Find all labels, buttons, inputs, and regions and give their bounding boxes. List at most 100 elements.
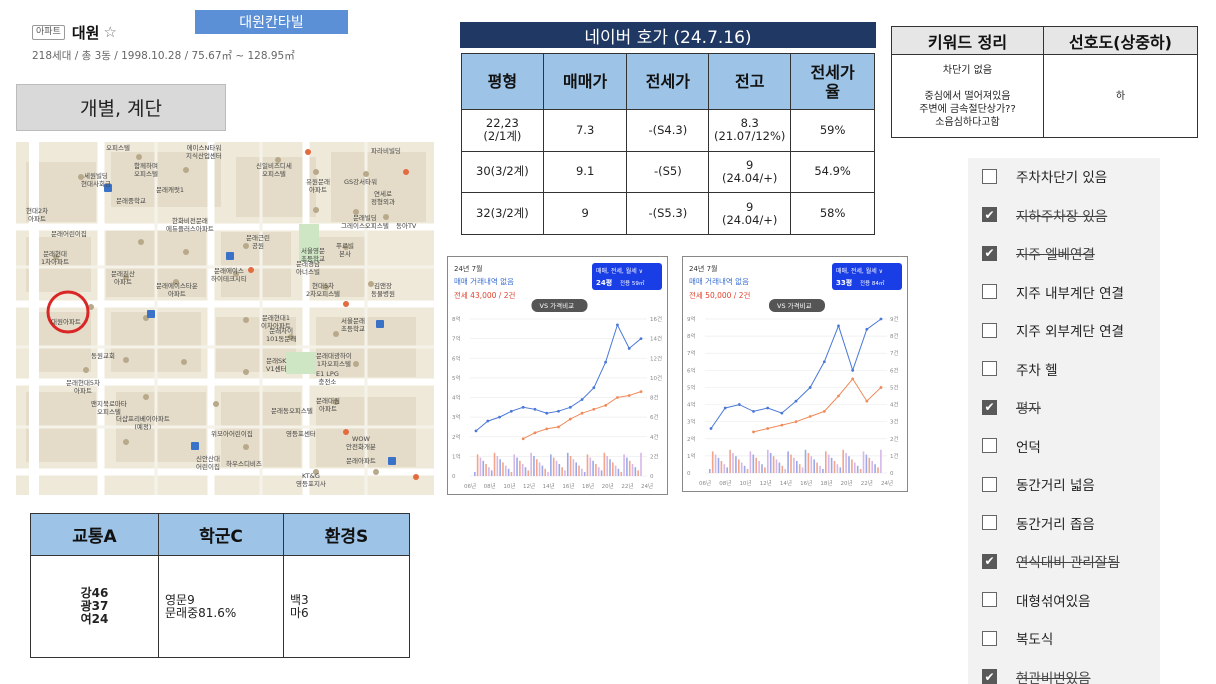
volume-bar [547, 472, 549, 476]
checklist-item[interactable]: 주차 헬 [982, 359, 1058, 379]
price-cell: 30(3/2계) [461, 150, 544, 194]
volume-bar [488, 467, 490, 476]
map-label: WOW 안전화개분 [346, 435, 376, 451]
y-tick-label: 1억 [452, 452, 461, 460]
checkbox-empty-icon[interactable] [982, 592, 997, 607]
location-map[interactable]: 오피스텔 함께하며 오피스텔 에이스N타워 지식산업센터 신일비즈디세 오피스텔 파라비빌딩 세… [16, 142, 434, 495]
volume-bar [583, 472, 586, 476]
y2-tick-label: 4건 [890, 402, 899, 409]
volume-bar [552, 457, 555, 476]
volume-bar [874, 464, 876, 473]
volume-bar [767, 449, 769, 473]
y2-tick-label: 1건 [890, 453, 899, 460]
checkbox-empty-icon[interactable] [982, 630, 997, 646]
checklist-label: 지주 내부계단 연결 [1016, 285, 1124, 302]
map-label: 더샵프리베이아파트 (예정) [116, 415, 170, 431]
map-label: KT&G 영등포지사 [296, 472, 326, 488]
map-label: 문래에이스타운 아파트 [156, 282, 198, 298]
checklist-label: 평자 [1016, 401, 1041, 417]
series-point [616, 323, 619, 327]
series-point [521, 437, 525, 441]
volume-bar [623, 454, 625, 476]
series-point [837, 394, 840, 398]
checkbox-empty-icon[interactable] [982, 284, 997, 299]
checkbox-empty-icon[interactable] [982, 168, 997, 184]
volume-bar [507, 468, 510, 476]
size-label: 33평 [836, 278, 852, 287]
volume-bar [566, 452, 569, 476]
checklist-item[interactable]: ✔ 연식대비 관리잘됨 [982, 551, 1120, 571]
volume-bar [787, 451, 789, 473]
price-chart-33[interactable]: 24년 7월 매매 거래내역 없음 전세 50,000 / 2건 매매, 전세, 월세… [682, 256, 908, 492]
checkbox-checked-icon[interactable]: ✔ [982, 669, 997, 684]
map-label: 에이스N타워 지식산업센터 [186, 144, 222, 160]
volume-bar [743, 465, 746, 473]
volume-bar [729, 449, 731, 473]
checklist-item[interactable]: 지주 외부계단 연결 [982, 320, 1124, 340]
x-tick-label: 22년 [621, 482, 633, 490]
map-label: 문래캐럿1 [156, 186, 185, 194]
price-header: 전세가 [626, 53, 710, 110]
series-point [639, 390, 643, 394]
checklist-item[interactable]: 동간거리 좁음 [982, 513, 1095, 533]
checklist-label: 언덕 [1016, 439, 1041, 456]
volume-bar [634, 467, 637, 476]
checklist-item[interactable]: ✔ 평자 [982, 397, 1041, 417]
volume-bar [631, 464, 634, 476]
checkbox-checked-icon[interactable]: ✔ [982, 207, 997, 222]
price-cell: -(S4.3) [626, 109, 710, 152]
checklist-label: 주차차단기 있음 [1016, 170, 1108, 186]
traffic-line: 여24 [80, 612, 109, 626]
y-tick-label: 0 [687, 471, 691, 477]
checkbox-checked-icon[interactable]: ✔ [982, 245, 997, 261]
volume-bar [538, 462, 541, 476]
checklist-item[interactable]: ✔ 현관비번있음 [982, 667, 1091, 684]
volume-bar [533, 456, 535, 476]
checkbox-empty-icon[interactable] [982, 361, 997, 376]
volume-bar [544, 468, 547, 476]
checklist-item[interactable]: 복도식 [982, 628, 1053, 648]
volume-bar [839, 467, 842, 473]
checkbox-empty-icon[interactable] [982, 322, 997, 338]
checklist-label: 연식대비 관리잘됨 [1016, 555, 1120, 571]
series-line [710, 318, 882, 429]
series-point [794, 399, 798, 403]
price-chart-24[interactable]: 24년 7월 매매 거래내역 없음 전세 43,000 / 2건 매매, 전세, 월세… [447, 256, 668, 495]
volume-bar [738, 459, 740, 473]
x-tick-label: 16년 [800, 479, 812, 487]
y2-tick-label: 7건 [890, 350, 899, 357]
map-label: 문래진산 아파트 [111, 270, 135, 286]
series-point [766, 406, 770, 410]
map-label: 문래대광하이 1차오피스텔 [316, 352, 352, 368]
checklist-item[interactable]: 주차차단기 있음 [982, 166, 1107, 186]
chart-title: 24년 7월 [454, 264, 482, 273]
checkbox-empty-icon[interactable] [982, 438, 997, 453]
y2-tick-label: 6건 [890, 367, 899, 374]
x-tick-label: 18년 [582, 482, 594, 490]
volume-bar [781, 465, 784, 473]
checkbox-checked-icon[interactable]: ✔ [982, 553, 997, 569]
checklist-item[interactable]: ✔ 지하주차장 있음 [982, 205, 1107, 225]
series-point [723, 406, 727, 410]
checkbox-empty-icon[interactable] [982, 476, 997, 492]
favorite-star-icon[interactable]: ☆ [103, 23, 117, 41]
y-tick-label: 6억 [452, 354, 461, 362]
chart-notice: 매매 거래내역 없음 [689, 276, 749, 286]
series-point [879, 317, 883, 321]
checklist-item[interactable]: 대형섞여있음 [982, 590, 1091, 610]
checklist-item[interactable]: 지주 내부계단 연결 [982, 282, 1124, 302]
checkbox-empty-icon[interactable] [982, 515, 997, 530]
volume-bar [714, 454, 717, 473]
price-cell: 54.9% [790, 150, 875, 194]
volume-bar [871, 461, 873, 473]
y2-tick-label: 5건 [890, 384, 899, 391]
checklist-item[interactable]: 동간거리 넓음 [982, 474, 1095, 494]
checklist-item[interactable]: 언덕 [982, 436, 1041, 456]
checkbox-checked-icon[interactable]: ✔ [982, 399, 997, 415]
series-point [837, 324, 840, 328]
map-label: 동원교회 [91, 352, 115, 360]
checklist-item[interactable]: ✔ 지주 엘베연결 [982, 243, 1095, 263]
volume-bar [813, 459, 815, 473]
y-tick-label: 6억 [687, 366, 696, 374]
price-cell: 59% [790, 109, 875, 152]
